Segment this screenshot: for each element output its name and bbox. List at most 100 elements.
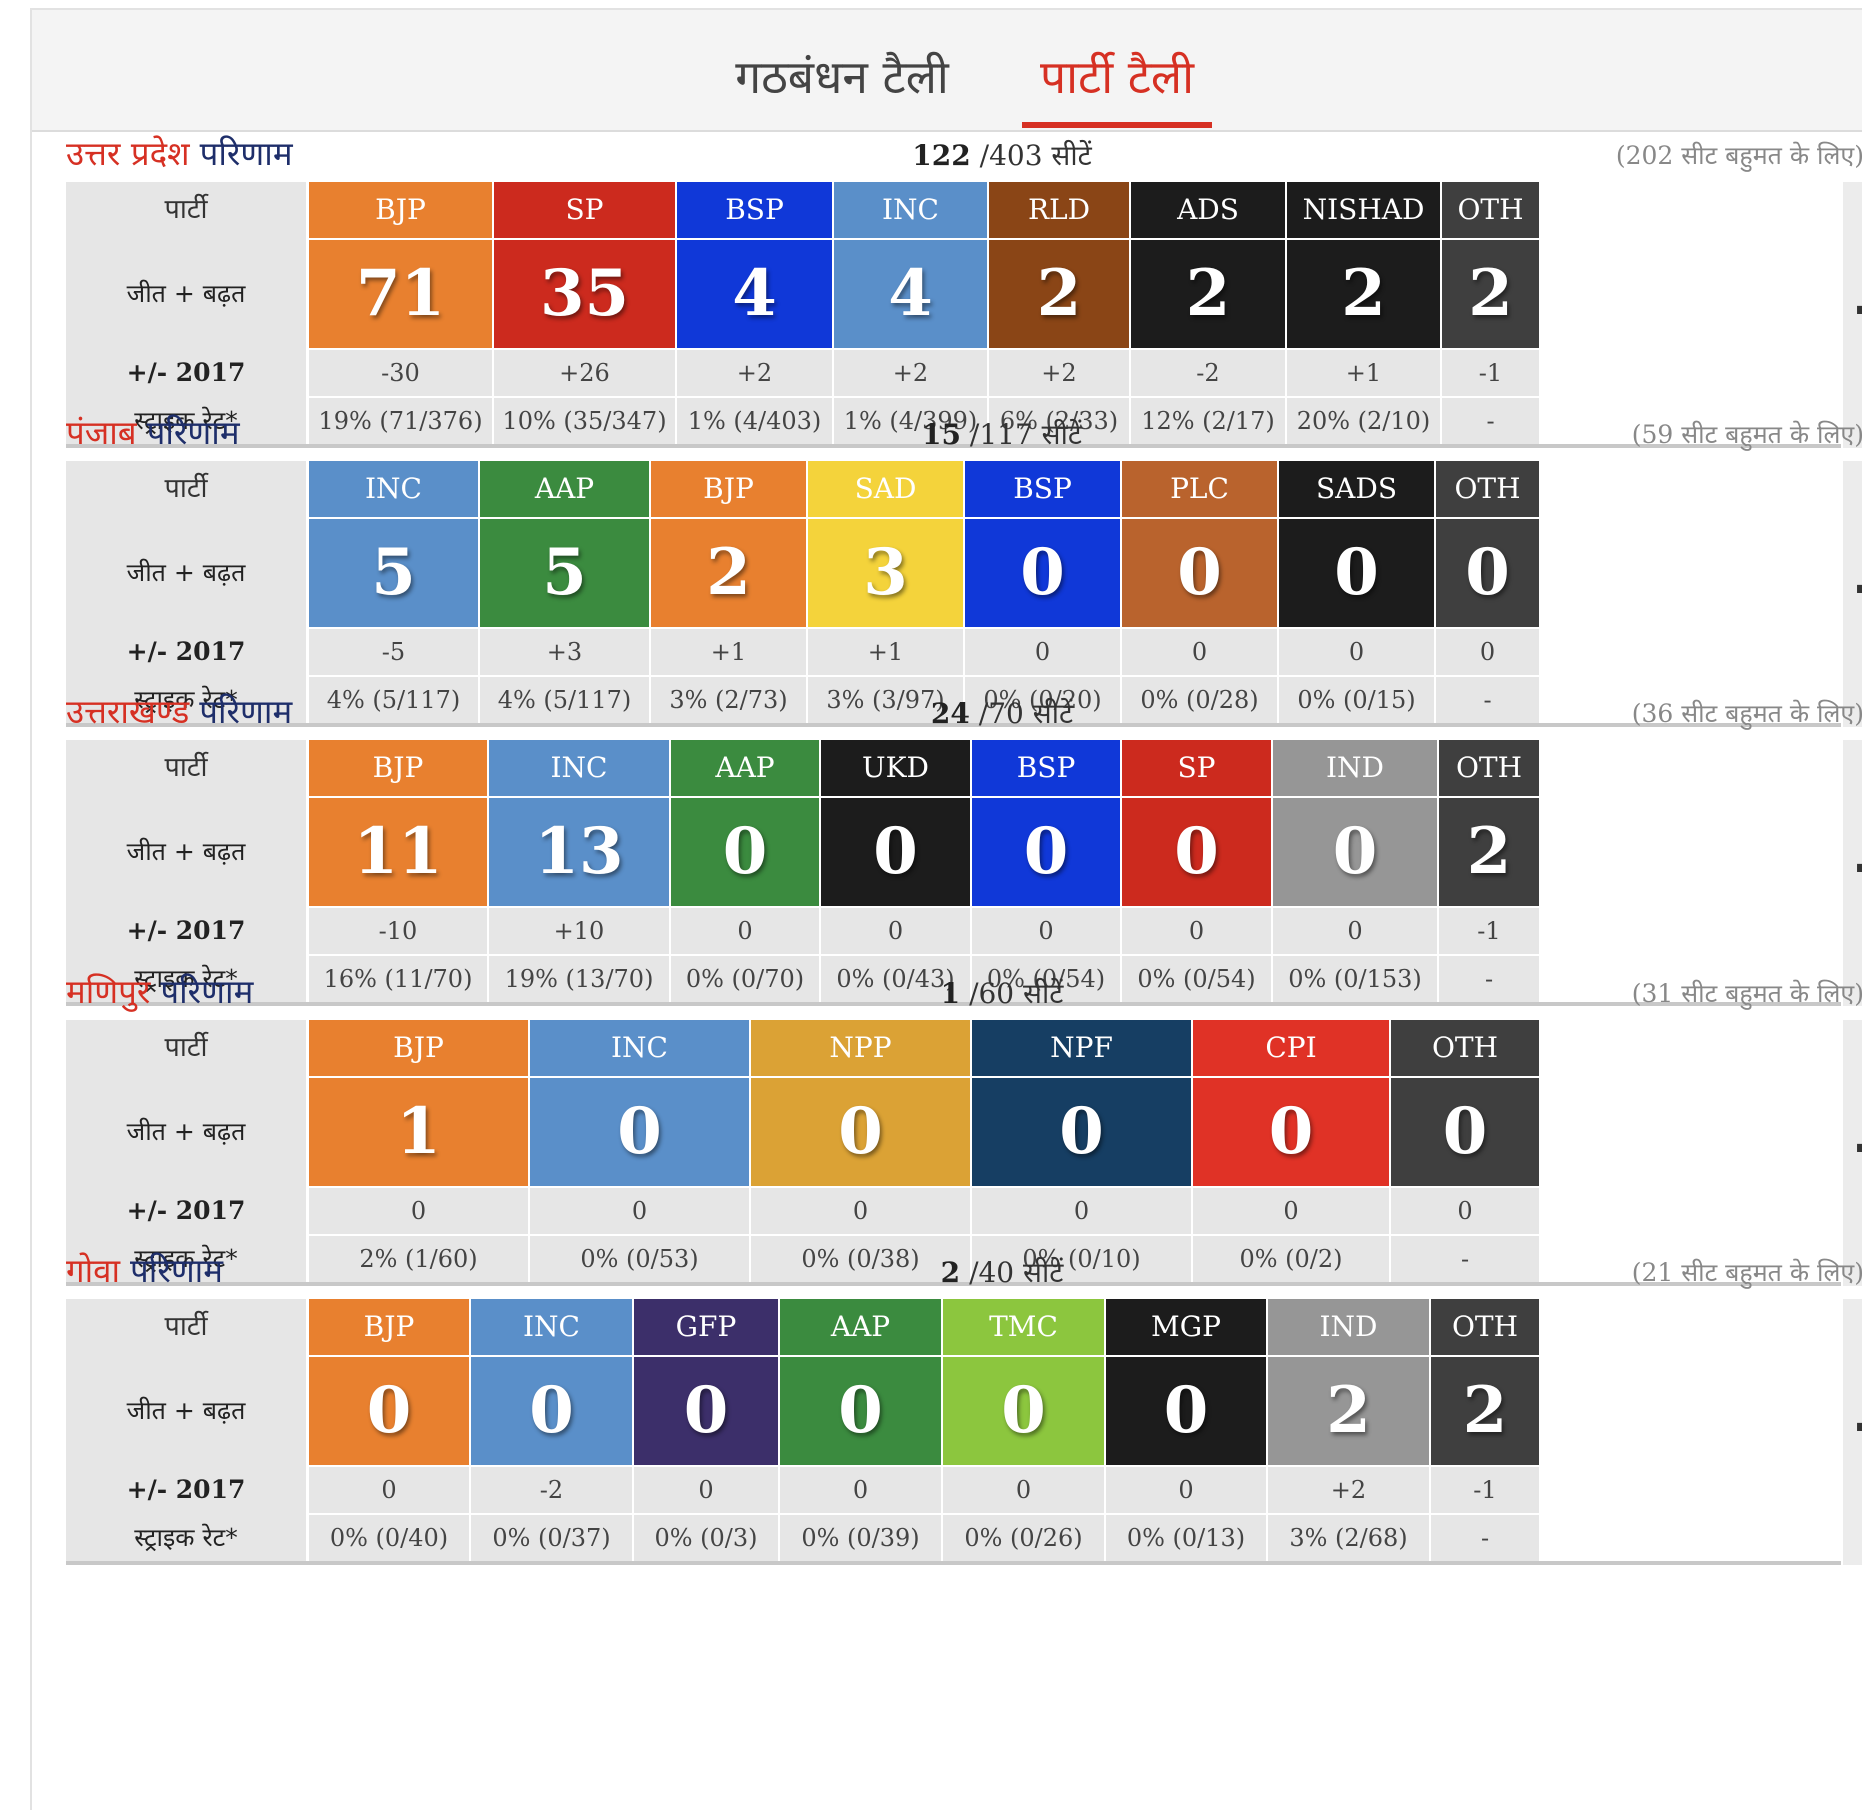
table-bottom-border [66,1561,1841,1565]
seats-won: 1 [940,977,961,1010]
expand-button[interactable]: + [1843,182,1862,448]
party-name[interactable]: OTH [1442,182,1539,238]
party-column: NISHAD 2 +1 20% (2/10) [1287,182,1442,448]
tab-alliance-tally[interactable]: गठबंधन टैली [735,50,949,104]
party-change-2017: 0 [972,908,1120,954]
party-strike-rate: 2% (1/60) [309,1236,528,1282]
row-labels: पार्टी जीत + बढ़त +/- 2017 स्ट्राइक रेट* [66,461,306,727]
party-change-2017: -30 [309,350,492,396]
seats-summary: 122 /403 सीटें [672,136,1332,176]
party-column: OTH 0 0- [1436,461,1541,727]
expand-button[interactable]: + [1843,1020,1862,1286]
party-name[interactable]: OTH [1439,740,1539,796]
party-name[interactable]: INC [530,1020,749,1076]
party-name[interactable]: BSP [965,461,1120,517]
party-seat-count: 4 [677,240,832,348]
seats-summary: 2 /40 सीटें [672,1253,1332,1293]
party-table: पार्टी जीत + बढ़त +/- 2017 स्ट्राइक रेट* BJP… [66,182,1862,448]
party-name[interactable]: NPF [972,1020,1191,1076]
party-name[interactable]: AAP [780,1299,941,1355]
state-title: उत्तराखण्ड परिणाम [66,690,292,734]
party-name[interactable]: RLD [989,182,1129,238]
expand-button[interactable]: + [1843,461,1862,727]
party-name[interactable]: INC [489,740,669,796]
party-name[interactable]: BSP [972,740,1120,796]
party-seat-count: 0 [751,1078,970,1186]
party-column: BJP 1 0 2% (1/60) [309,1020,530,1286]
label-party: पार्टी [164,473,208,504]
party-name[interactable]: IND [1268,1299,1429,1355]
party-name[interactable]: INC [471,1299,632,1355]
party-name[interactable]: UKD [821,740,970,796]
party-name[interactable]: SP [1122,740,1271,796]
party-strike-rate: - [1436,677,1539,723]
party-change-2017: 0 [965,629,1120,675]
party-change-2017: -5 [309,629,478,675]
label-win-lead: जीत + बढ़त [126,837,246,866]
results-panel: गठबंधन टैली पार्टी टैली उत्तर प्रदेश परिण… [30,8,1862,1810]
label-strike-rate: स्ट्राइक रेट* [134,1244,238,1273]
party-name[interactable]: BJP [309,740,487,796]
party-name[interactable]: GFP [634,1299,778,1355]
party-name[interactable]: NPP [751,1020,970,1076]
party-name[interactable]: OTH [1431,1299,1539,1355]
party-change-2017: -1 [1431,1467,1539,1513]
state-title: गोवा परिणाम [66,1249,223,1293]
party-seat-count: 2 [989,240,1129,348]
party-table: पार्टी जीत + बढ़त +/- 2017 स्ट्राइक रेट* INC… [66,461,1862,727]
party-column: SP 0 0 0% (0/54) [1122,740,1273,1006]
party-name[interactable]: INC [309,461,478,517]
tab-party-tally[interactable]: पार्टी टैली [1022,40,1212,128]
party-seat-count: 2 [651,519,806,627]
party-name[interactable]: MGP [1106,1299,1266,1355]
party-columns: INC 5 -5 4% (5/117) AAP 5 +3 4% (5/117) BJP 2 +1 3%… [309,461,1841,727]
label-strike-rate: स्ट्राइक रेट* [134,685,238,714]
party-strike-rate: 1% (4/403) [677,398,832,444]
party-name[interactable]: BJP [309,1299,469,1355]
party-name[interactable]: OTH [1436,461,1539,517]
party-name[interactable]: TMC [943,1299,1104,1355]
party-name[interactable]: SAD [808,461,963,517]
seats-won: 122 [912,139,971,172]
party-name[interactable]: BJP [651,461,806,517]
party-name[interactable]: SADS [1279,461,1434,517]
expand-button[interactable]: + [1843,1299,1862,1565]
plus-icon: + [1843,1106,1862,1186]
party-name[interactable]: ADS [1131,182,1285,238]
seats-total: /60 सीटें [969,977,1064,1010]
seats-total: /403 सीटें [979,139,1092,172]
party-column: BJP 71 -30 19% (71/376) [309,182,494,448]
party-column: TMC 0 0 0% (0/26) [943,1299,1106,1565]
party-change-2017: 0 [530,1188,749,1234]
party-name[interactable]: SP [494,182,675,238]
party-name[interactable]: CPI [1193,1020,1389,1076]
party-table: पार्टी जीत + बढ़त +/- 2017 स्ट्राइक रेट* BJP… [66,740,1862,1006]
party-name[interactable]: NISHAD [1287,182,1440,238]
party-column: CPI 0 0 0% (0/2) [1193,1020,1391,1286]
state-name: मणिपुर [66,972,151,1011]
party-name[interactable]: AAP [671,740,819,796]
party-name[interactable]: INC [834,182,987,238]
party-name[interactable]: BJP [309,1020,528,1076]
party-strike-rate: 3% (2/73) [651,677,806,723]
majority-note: (21 सीट बहुमत के लिए) [1631,1258,1862,1287]
party-column: INC 4 +2 1% (4/399) [834,182,989,448]
party-strike-rate: - [1391,1236,1539,1282]
party-seat-count: 0 [965,519,1120,627]
party-change-2017: 0 [1279,629,1434,675]
party-name[interactable]: IND [1273,740,1437,796]
party-column: AAP 0 0 0% (0/70) [671,740,821,1006]
party-seat-count: 2 [1439,798,1539,906]
party-strike-rate: 3% (2/68) [1268,1515,1429,1561]
party-name[interactable]: OTH [1391,1020,1539,1076]
party-name[interactable]: BSP [677,182,832,238]
seats-summary: 1 /60 सीटें [672,974,1332,1014]
party-name[interactable]: BJP [309,182,492,238]
state-title: मणिपुर परिणाम [66,970,253,1014]
party-column: BJP 2 +1 3% (2/73) [651,461,808,727]
party-column: BJP 0 0 0% (0/40) [309,1299,471,1565]
party-name[interactable]: PLC [1122,461,1277,517]
party-strike-rate: 0% (0/40) [309,1515,469,1561]
expand-button[interactable]: + [1843,740,1862,1006]
party-name[interactable]: AAP [480,461,649,517]
